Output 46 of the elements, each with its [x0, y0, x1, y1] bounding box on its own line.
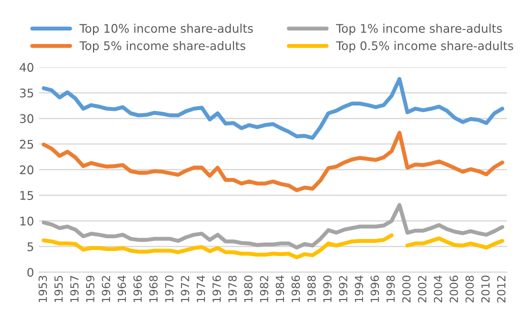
x-tick-label: 2012 — [497, 276, 506, 302]
line-series — [42, 130, 504, 192]
x-tick-label: 2004 — [434, 276, 442, 302]
y-tick-label: 20 — [20, 165, 34, 174]
x-tick-label: 1972 — [180, 276, 190, 302]
x-tick-label: 1984 — [276, 276, 284, 302]
x-tick-label: 1959 — [86, 276, 94, 302]
x-tick-label: 1968 — [149, 276, 158, 302]
y-tick-label: 5 — [28, 242, 34, 252]
x-tick-label: 2008 — [465, 276, 474, 302]
legend-label: Top 1% income share-adults — [336, 24, 502, 36]
legend-label: Top 5% income share-adults — [79, 41, 246, 52]
x-tick-label: 1974 — [196, 276, 206, 302]
y-tick-label: 10 — [20, 216, 34, 226]
x-tick-label: 1994 — [354, 276, 364, 302]
x-tick-label: 1978 — [228, 276, 237, 302]
x-tick-label: 1964 — [118, 276, 126, 302]
y-tick-label: 40 — [20, 62, 34, 72]
x-tick-label: 1955 — [54, 276, 63, 302]
x-tick-label: 1990 — [323, 276, 332, 302]
y-tick-label: 15 — [20, 191, 34, 200]
x-tick-label: 2000 — [402, 276, 411, 302]
y-tick-label: 35 — [20, 88, 34, 98]
y-tick-label: 30 — [20, 114, 34, 124]
x-tick-label: 1982 — [260, 276, 268, 302]
y-tick-label: 25 — [20, 140, 34, 149]
x-tick-label: 1986 — [292, 276, 300, 302]
x-tick-label: 2002 — [418, 276, 426, 302]
x-tick-label: 1957 — [70, 276, 79, 302]
x-tick-label: 1998 — [386, 276, 395, 302]
line-series — [42, 203, 504, 250]
x-tick-label: 1970 — [165, 276, 174, 302]
x-tick-label: 1962 — [102, 276, 110, 302]
x-tick-label: 1976 — [212, 276, 221, 302]
x-tick-label: 1966 — [133, 276, 142, 302]
line-series — [42, 77, 504, 140]
x-tick-label: 1953 — [38, 276, 47, 302]
x-tick-label: 2006 — [450, 276, 458, 302]
x-tick-label: 1996 — [370, 276, 379, 302]
legend-label: Top 0.5% income share-adults — [336, 41, 514, 52]
legend-label: Top 10% income share-adults — [79, 24, 253, 36]
x-tick-label: 1988 — [307, 276, 316, 302]
y-tick-label: 0 — [27, 268, 34, 277]
x-tick-label: 2010 — [481, 276, 490, 302]
x-tick-label: 1992 — [338, 276, 348, 302]
x-tick-label: 1980 — [244, 276, 253, 302]
